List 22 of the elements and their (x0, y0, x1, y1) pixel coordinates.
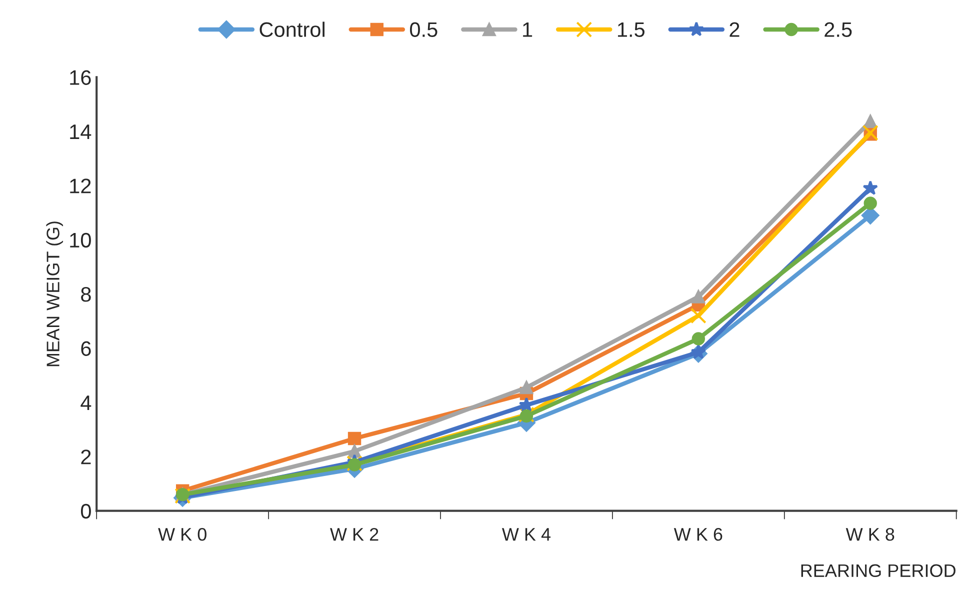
y-tick-label: 2 (81, 450, 91, 464)
legend-label: 1 (523, 22, 532, 37)
y-tick-label: 8 (81, 287, 91, 302)
x-tick-label: W K 4 (502, 528, 551, 541)
y-tick-label: 12 (70, 178, 91, 194)
legend-label: 2 (730, 22, 740, 37)
y-axis-title: MEAN WEIGT (G) (46, 222, 64, 366)
legend-label: Control (260, 22, 324, 38)
y-tick-label: 6 (81, 341, 91, 356)
y-tick-label: 16 (70, 70, 91, 85)
x-axis-title: REARING PERIOD (801, 564, 956, 578)
legend-label: 1.5 (618, 22, 644, 38)
x-tick-label: W K 2 (330, 528, 378, 541)
legend-label: 2.5 (824, 22, 852, 38)
y-tick-label: 10 (70, 232, 91, 248)
y-tick-label: 4 (80, 396, 92, 410)
x-tick-label: W K 0 (158, 528, 206, 541)
y-tick-label: 0 (80, 504, 91, 519)
x-tick-label: W K 8 (846, 528, 894, 541)
x-tick-label: W K 6 (674, 528, 722, 541)
y-tick-label: 14 (70, 124, 92, 139)
legend-label: 0.5 (410, 22, 438, 38)
